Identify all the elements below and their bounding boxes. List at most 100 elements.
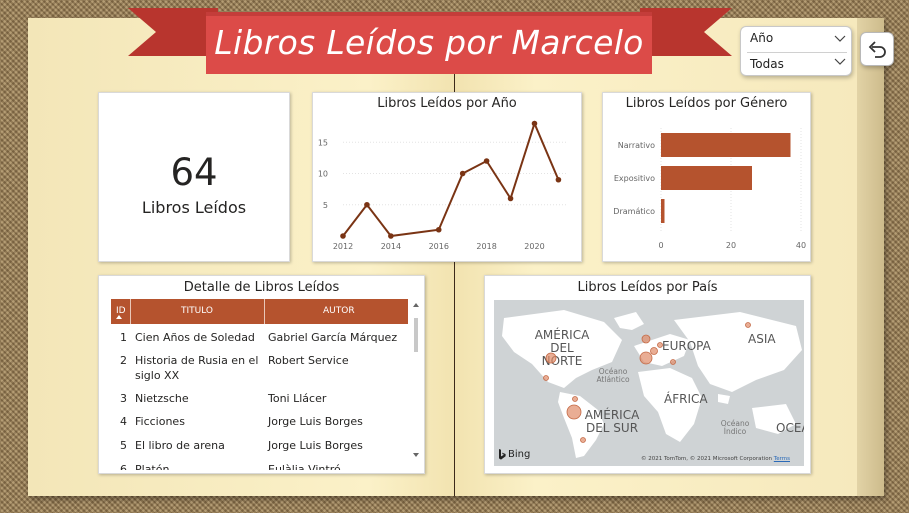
series-line (342, 120, 560, 238)
map-landmass (502, 310, 802, 458)
map-label-indian: Océano Índico (720, 419, 750, 436)
country-bubble (639, 351, 653, 365)
row-id: 4 (120, 415, 127, 428)
country-bubble (566, 404, 582, 420)
book-spine (454, 70, 455, 496)
map-copyright: © 2021 TomTom, © 2021 Microsoft Corporat… (641, 456, 790, 462)
column-header-id[interactable]: ID (116, 306, 126, 316)
bar (661, 166, 752, 190)
map-title: Libros Leídos por País (577, 280, 718, 295)
bing-icon (499, 449, 506, 460)
chevron-down-icon[interactable] (834, 35, 846, 43)
row-title: Platón (135, 463, 170, 470)
slicer-selected-value[interactable]: Todas (750, 57, 784, 71)
books-by-country-card[interactable]: Libros Leídos por País AMÉRICA DEL NORTE… (484, 275, 811, 474)
table-title: Detalle de Libros Leídos (183, 280, 340, 295)
books-by-genre-card[interactable]: Libros Leídos por Género 0 20 40 Narrativo E… (602, 92, 811, 262)
column-header-titulo[interactable]: TITULO (181, 306, 214, 316)
line-chart-title: Libros Leídos por Año (377, 96, 517, 111)
map-label-europe: EUROPA (662, 339, 711, 353)
y-tick-label: 5 (323, 201, 328, 210)
country-bubble (641, 334, 651, 344)
data-point (531, 120, 538, 127)
country-bubble (572, 396, 578, 402)
chevron-down-icon[interactable] (834, 58, 846, 66)
column-divider (130, 299, 131, 324)
country-bubble (657, 342, 663, 348)
year-slicer[interactable]: Año Todas (740, 26, 852, 76)
y-tick-label: 10 (318, 170, 328, 179)
bar (661, 133, 791, 157)
x-tick-label: 2012 (333, 242, 353, 251)
row-author: Jorge Luis Borges (268, 415, 363, 428)
bing-logo: Bing (498, 449, 530, 460)
row-title: Nietzsche (135, 392, 189, 405)
table-scrollbar[interactable] (412, 299, 420, 461)
line-chart: 5 10 15 2012 2014 2016 2018 2020 (318, 120, 568, 251)
slicer-divider (747, 52, 847, 53)
row-id: 6 (120, 463, 127, 470)
row-author: Eulàlia Vintró (268, 463, 341, 470)
data-point (507, 195, 514, 202)
data-point (340, 233, 346, 239)
row-id: 5 (120, 439, 127, 452)
row-author: Jorge Luis Borges (268, 439, 363, 452)
data-point (388, 233, 394, 239)
x-tick-label: 2014 (381, 242, 401, 251)
row-title: Historia de Rusia en el siglo XX (135, 354, 259, 382)
row-title: El libro de arena (135, 439, 225, 452)
column-divider (264, 299, 265, 324)
x-tick-label: 2016 (429, 242, 449, 251)
bar-chart-title: Libros Leídos por Género (625, 96, 788, 111)
bar-chart: 0 20 40 Narrativo Expositivo Dramático (613, 128, 806, 250)
row-title: Cien Años de Soledad (135, 331, 255, 344)
map-label-asia: ASIA (748, 332, 776, 346)
row-author: Gabriel García Márquez (268, 331, 398, 344)
data-point (483, 158, 490, 164)
row-author: Robert Service (268, 354, 349, 367)
country-bubble (580, 437, 586, 443)
category-label: Narrativo (618, 141, 655, 150)
table-header: ID TITULO AUTOR (111, 299, 408, 324)
kpi-card[interactable]: 64 Libros Leídos (98, 92, 290, 262)
books-by-year-card[interactable]: Libros Leídos por Año 5 10 15 2012 2014 2016 2… (312, 92, 582, 262)
book-page-edge (857, 18, 884, 496)
x-tick-label: 40 (796, 241, 806, 250)
world-map[interactable]: AMÉRICA DEL NORTE EUROPA ASIA ÁFRICA AMÉ… (494, 300, 804, 466)
kpi-value: 64 (170, 151, 218, 194)
row-author: Toni Llácer (268, 392, 327, 405)
country-bubble (545, 352, 557, 364)
sort-ascending-icon (116, 315, 122, 319)
country-bubble (543, 375, 549, 381)
books-detail-card[interactable]: Detalle de Libros Leídos ID TITULO AUTOR… (98, 275, 425, 474)
row-id: 1 (120, 331, 127, 344)
map-terms-link[interactable]: Terms (773, 456, 790, 462)
data-point (555, 176, 562, 183)
dashboard-title: Libros Leídos por Marcelo (214, 22, 644, 62)
map-label-south-america: AMÉRICA DEL SUR (584, 408, 640, 435)
row-id: 3 (120, 392, 127, 405)
row-title: Ficciones (135, 415, 185, 428)
country-bubbles (543, 322, 751, 443)
x-tick-label: 20 (726, 241, 736, 250)
x-tick-label: 0 (658, 241, 663, 250)
data-point (459, 170, 466, 177)
x-tick-label: 2018 (476, 242, 496, 251)
bar (661, 199, 665, 223)
x-tick-label: 2020 (524, 242, 544, 251)
column-header-autor[interactable]: AUTOR (323, 306, 355, 316)
country-bubble (670, 359, 676, 365)
country-bubble (650, 347, 658, 355)
y-tick-label: 15 (318, 138, 328, 147)
data-point (435, 226, 442, 233)
category-label: Dramático (613, 207, 655, 216)
table-body: 1 Cien Años de Soledad Gabriel García Márq… (111, 326, 411, 470)
map-label-africa: ÁFRICA (664, 392, 708, 406)
map-label-atlantic: Océano Atlántico (596, 367, 630, 384)
kpi-label: Libros Leídos (141, 198, 247, 217)
country-bubble (745, 322, 751, 328)
undo-icon (868, 41, 886, 58)
back-button[interactable] (860, 32, 894, 66)
row-id: 2 (120, 354, 127, 367)
map-label-oceania: OCEA (776, 421, 804, 435)
